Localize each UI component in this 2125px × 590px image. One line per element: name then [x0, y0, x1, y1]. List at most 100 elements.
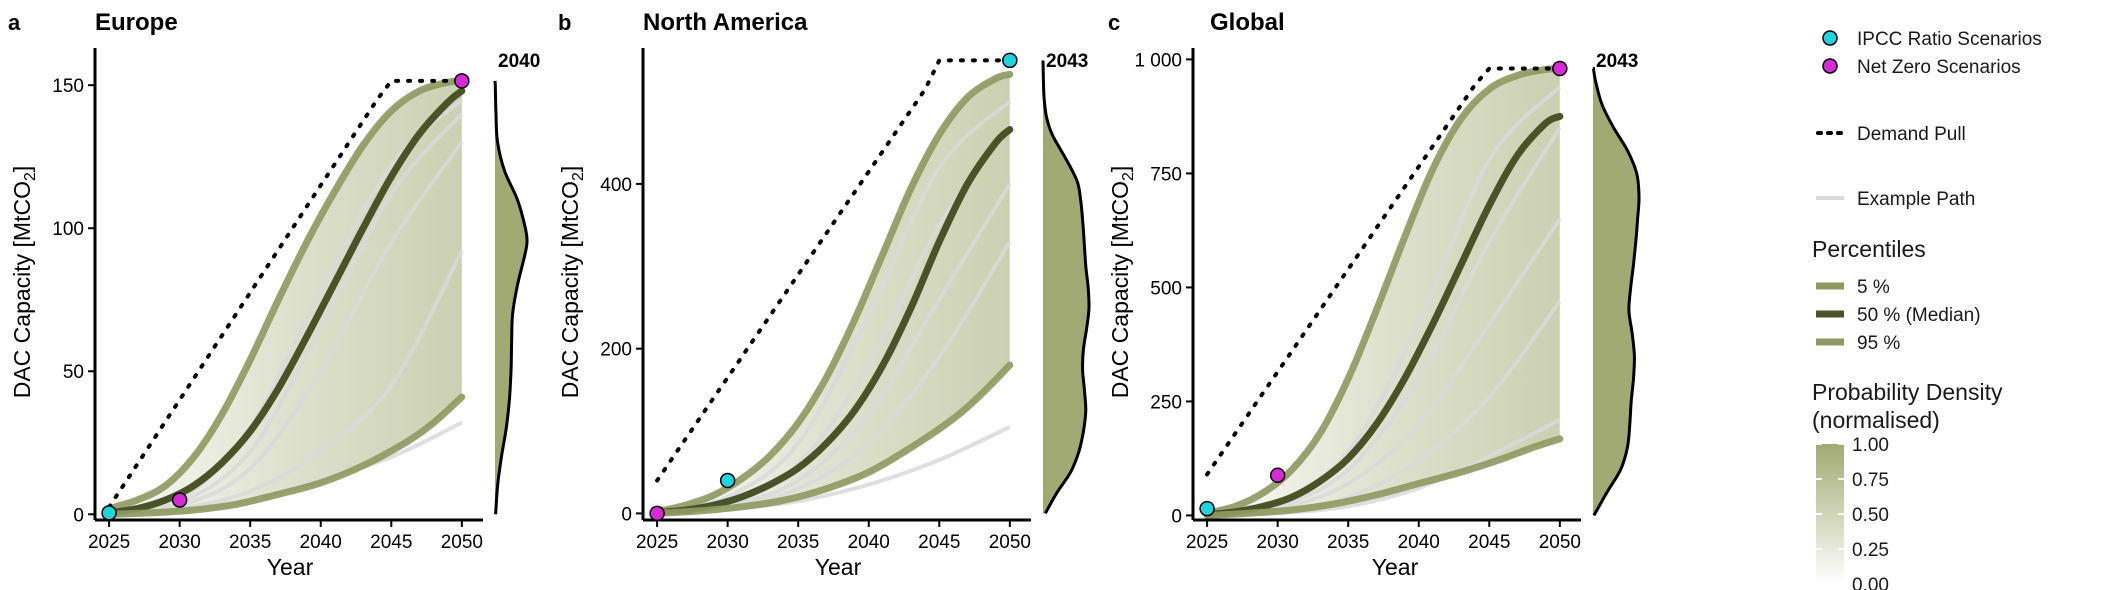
percentiles-title: Percentiles — [1812, 236, 1926, 262]
netzero-scenario-point — [649, 505, 665, 522]
p95-legend-label: 95 % — [1857, 333, 1900, 354]
netzero-scenario-point — [1269, 467, 1286, 484]
uncertainty-band — [657, 74, 1010, 514]
x-tick-label: 2035 — [1327, 532, 1369, 553]
panel-letter: b — [558, 10, 571, 35]
p95-line — [1203, 65, 1564, 517]
density-year-label: 2043 — [1046, 51, 1088, 72]
x-tick-label: 2025 — [636, 532, 678, 553]
y-tick-label: 400 — [600, 175, 632, 196]
x-tick-label: 2050 — [441, 532, 483, 553]
p5-line — [1203, 435, 1564, 519]
demand-pull-line — [655, 58, 1012, 483]
y-tick-label: 100 — [52, 219, 84, 240]
density-area — [495, 85, 528, 515]
density-area — [1043, 85, 1090, 514]
example-legend-label: Example Path — [1857, 189, 1975, 210]
x-axis-title: Year — [815, 554, 862, 580]
ipcc-scenario-point — [1002, 52, 1018, 69]
plot-area: 0 200 400 2025 2030 2035 2040 2045 2050 — [600, 48, 1031, 553]
x-tick-label: 2025 — [1186, 532, 1228, 553]
y-axis-title: DAC Capacity [MtCO2] — [1107, 166, 1137, 399]
y-axis-title: DAC Capacity [MtCO2] — [9, 166, 39, 399]
example-path-line — [656, 100, 1012, 516]
density-strip — [1592, 67, 1641, 517]
y-tick-label: 200 — [600, 340, 632, 361]
p95-line — [653, 70, 1014, 516]
y-tick-label: 150 — [52, 76, 84, 97]
density-strip — [493, 80, 529, 515]
plot-area: 0 50 100 150 2025 2030 2035 2040 2045 2050 — [52, 48, 483, 553]
ipcc-scenario-point — [719, 472, 736, 489]
y-tick-label: 750 — [1150, 164, 1182, 185]
x-tick-label: 2045 — [370, 532, 412, 553]
p50-legend-label: 50 % (Median) — [1857, 305, 1981, 326]
density-area — [1593, 68, 1640, 516]
netzero-scenario-point — [171, 492, 188, 508]
p5-legend-label: 5 % — [1857, 277, 1890, 298]
netzero-legend-marker — [1822, 58, 1838, 74]
y-tick-label: 0 — [1171, 506, 1182, 527]
density-outline — [1041, 60, 1091, 515]
y-axis-title: DAC Capacity [MtCO2] — [557, 166, 587, 399]
density-colorbar-ticks: 1.00 0.75 0.50 0.25 0.00 — [1816, 435, 1889, 590]
demand-pull-line — [107, 78, 464, 510]
y-tick-label: 0 — [621, 504, 632, 525]
panel-europe: a Europe DAC Capacity [MtCO2] Year 0 50 10… — [8, 9, 540, 580]
ipcc-legend-label: IPCC Ratio Scenarios — [1857, 29, 2042, 50]
density-title-line2: (normalised) — [1812, 407, 1940, 433]
x-axis-title: Year — [1372, 554, 1419, 580]
x-tick-label: 2040 — [300, 532, 342, 553]
ipcc-legend-marker — [1822, 30, 1838, 46]
colorbar-tick-label: 0.75 — [1852, 470, 1889, 491]
x-tick-label: 2050 — [1539, 532, 1581, 553]
density-year-label: 2043 — [1596, 51, 1638, 72]
panel-letter: a — [8, 10, 21, 35]
colorbar-tick-label: 0.25 — [1852, 540, 1889, 561]
panel-north-america: b North America DAC Capacity [MtCO2] Yea… — [557, 9, 1091, 580]
density-outline — [1592, 67, 1641, 517]
panel-title: Europe — [95, 9, 178, 36]
netzero-scenario-point — [1552, 60, 1568, 77]
x-tick-label: 2035 — [229, 532, 271, 553]
ipcc-scenario-point — [101, 505, 117, 521]
x-tick-label: 2030 — [1257, 532, 1299, 553]
x-tick-label: 2030 — [159, 532, 201, 553]
y-tick-label: 500 — [1150, 278, 1182, 299]
x-tick-label: 2035 — [777, 532, 819, 553]
density-title-line1: Probability Density — [1812, 379, 2003, 405]
p5-line — [653, 361, 1014, 517]
density-outline — [493, 80, 529, 515]
density-year-label: 2040 — [498, 51, 540, 72]
panel-global: c Global DAC Capacity [MtCO2] Year 0 250 5… — [1107, 9, 1641, 580]
x-axis-title: Year — [267, 554, 314, 580]
x-tick-label: 2025 — [88, 532, 130, 553]
colorbar-tick-label: 0.00 — [1852, 575, 1889, 590]
demand-pull-line — [1205, 66, 1562, 477]
y-tick-label: 0 — [73, 505, 84, 526]
x-tick-label: 2045 — [918, 532, 960, 553]
density-strip — [1041, 60, 1091, 515]
demand-legend-label: Demand Pull — [1857, 124, 1966, 145]
median-line — [653, 126, 1014, 517]
panel-letter: c — [1108, 10, 1120, 35]
netzero-legend-label: Net Zero Scenarios — [1857, 57, 2021, 78]
median-line — [1203, 112, 1564, 518]
plot-area: 0 250 500 750 1 000 2025 2030 2035 2040 2045 2050 — [1134, 48, 1581, 553]
x-tick-label: 2050 — [989, 532, 1031, 553]
x-tick-label: 2040 — [1398, 532, 1440, 553]
panel-title: Global — [1210, 9, 1285, 36]
x-tick-label: 2045 — [1468, 532, 1510, 553]
netzero-scenario-point — [454, 73, 470, 89]
example-path-line — [1206, 126, 1562, 518]
colorbar-tick-label: 0.50 — [1852, 505, 1889, 526]
ipcc-scenario-point — [1199, 500, 1215, 517]
y-tick-label: 50 — [63, 362, 84, 383]
median-line — [105, 87, 466, 517]
p5-line — [105, 393, 466, 518]
panel-title: North America — [643, 9, 808, 36]
p95-line — [105, 77, 466, 513]
colorbar-tick-label: 1.00 — [1852, 435, 1889, 456]
x-tick-label: 2040 — [848, 532, 890, 553]
